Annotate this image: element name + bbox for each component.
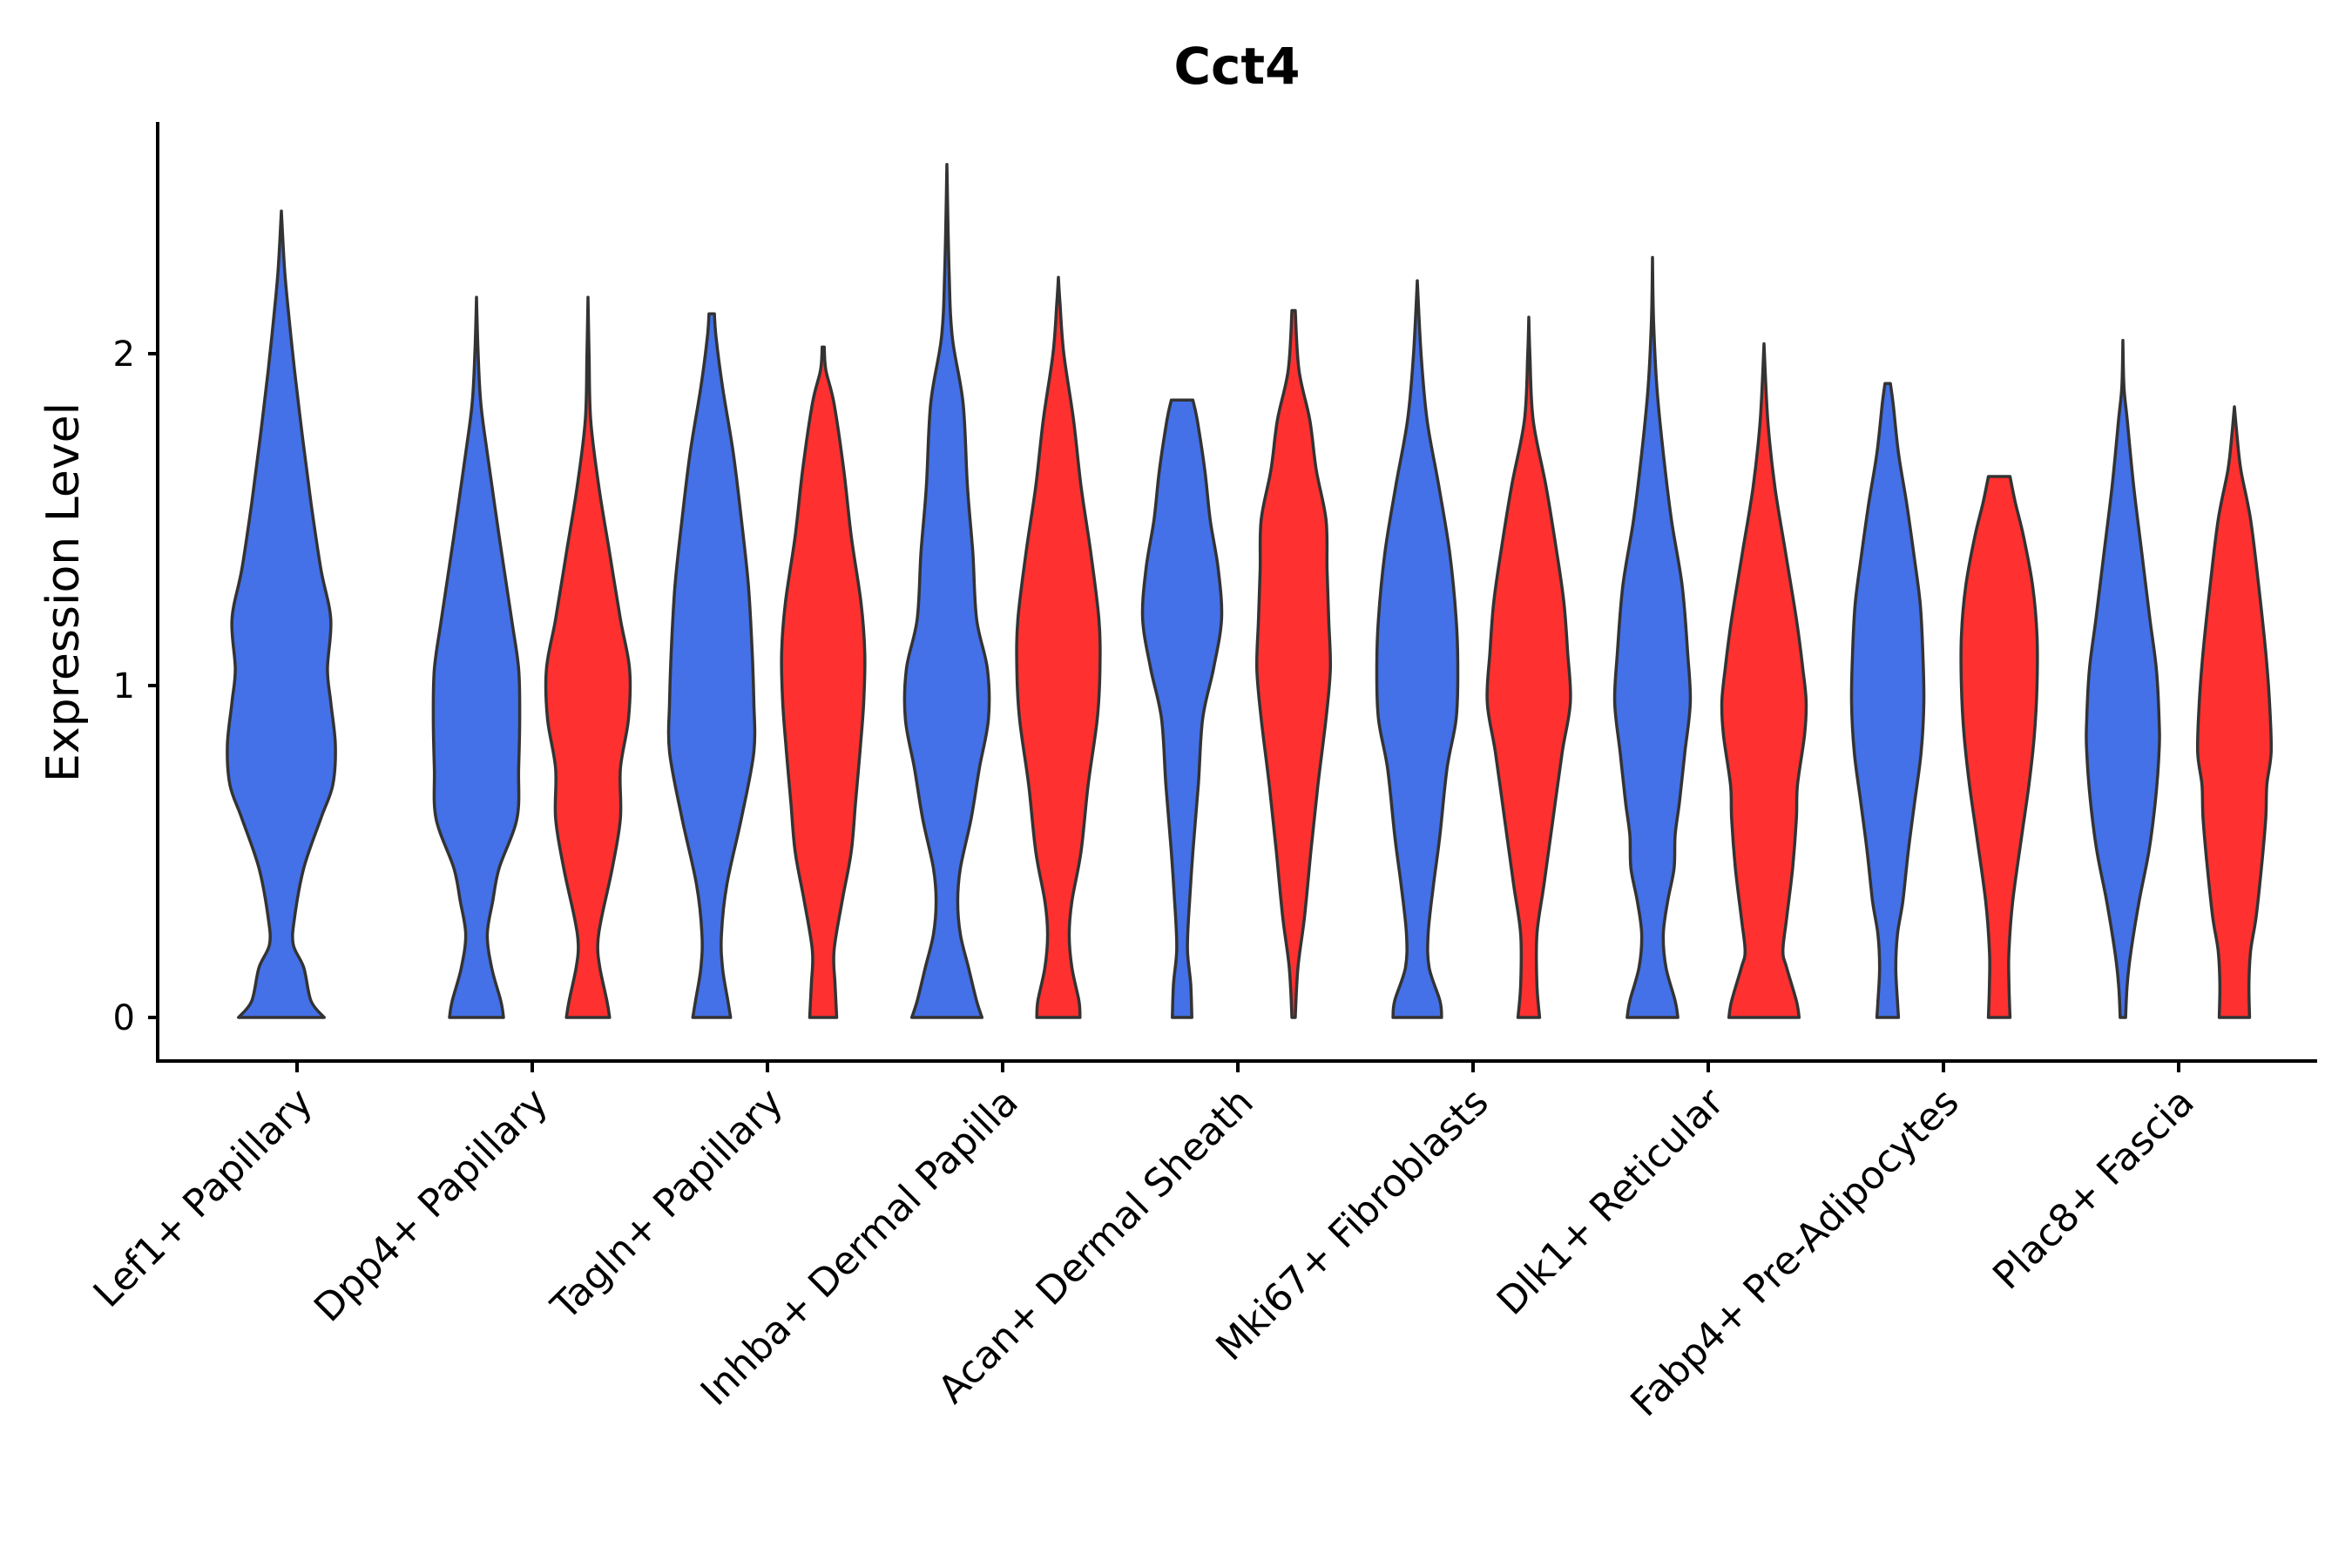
violin-inhba-dermal-papilla-red	[1015, 275, 1102, 1019]
chart-title: Cct4	[1173, 37, 1300, 96]
x-tick-label: Dpp4+ Papillary	[306, 1080, 557, 1331]
y-ticks-group: 0 1 2	[113, 335, 158, 1038]
violin-dpp4-papillary-red	[544, 295, 632, 1019]
x-tick-label: Plac8+ Fascia	[1984, 1080, 2203, 1299]
violin-mki67-fibroblasts-blue	[1375, 279, 1460, 1019]
y-tick-label: 2	[113, 335, 135, 375]
violins-group	[226, 163, 2274, 1019]
violin-dlk1-reticular-blue	[1612, 255, 1693, 1019]
violin-fabp4-pre-adipocytes-blue	[1849, 382, 1926, 1019]
violin-acan-dermal-sheath-red	[1254, 308, 1333, 1019]
violin-inhba-dermal-papilla-blue	[902, 163, 991, 1019]
violin-dpp4-papillary-blue	[431, 295, 522, 1019]
x-tick-label: Tagln+ Papillary	[543, 1080, 792, 1329]
violin-dlk1-reticular-red	[1720, 341, 1808, 1019]
violin-mki67-fibroblasts-red	[1485, 315, 1572, 1019]
y-tick-label: 0	[113, 998, 135, 1038]
x-tick-label: Lef1+ Papillary	[85, 1080, 321, 1316]
violin-plac8-fascia-blue	[2085, 339, 2161, 1019]
x-tick-label: Mki67+ Fibroblasts	[1207, 1080, 1497, 1369]
violin-tagln-papillary-red	[780, 345, 867, 1019]
y-tick-label: 1	[113, 666, 135, 706]
y-axis-label: Expression Level	[37, 402, 90, 782]
violin-acan-dermal-sheath-blue	[1140, 398, 1224, 1019]
violin-fabp4-pre-adipocytes-red	[1959, 475, 2039, 1019]
violin-lef1-papillary-blue	[226, 209, 337, 1019]
violin-plac8-fascia-red	[2195, 405, 2274, 1019]
violin-tagln-papillary-blue	[666, 312, 757, 1019]
x-tick-label: Dlk1+ Reticular	[1489, 1079, 1734, 1324]
